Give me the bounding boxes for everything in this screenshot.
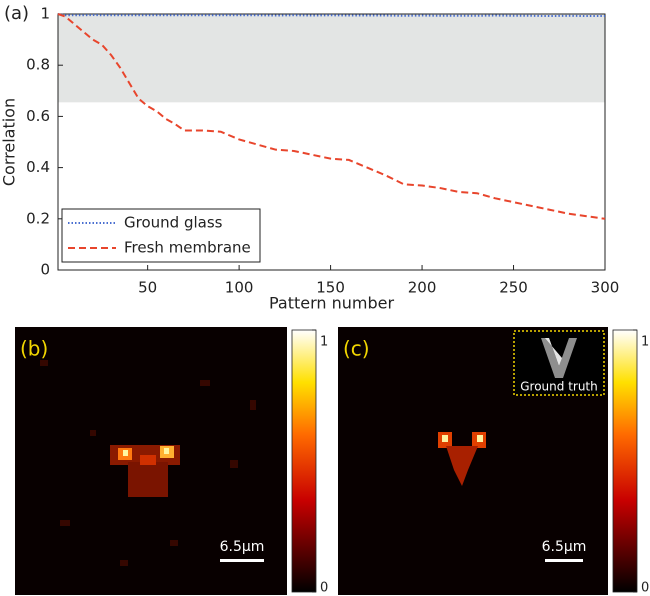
series-line: [57, 13, 606, 220]
panel-label: (b): [20, 337, 48, 361]
colorbar-tick-label: 1: [320, 335, 328, 350]
y-tick-label: 0.8: [26, 56, 50, 74]
colorbar: [291, 329, 317, 593]
x-tick-label: 50: [138, 279, 157, 297]
y-tick-label: 0.4: [26, 158, 50, 176]
series-line: [57, 13, 605, 18]
shaded-region: [58, 14, 605, 103]
image-b: [15, 327, 287, 595]
panel-label: (c): [343, 337, 370, 361]
inset-label: Ground truth: [520, 380, 598, 394]
x-tick-label: 100: [225, 279, 254, 297]
y-tick-label: 0.6: [26, 107, 50, 125]
colorbar-tick-label: 0: [320, 581, 328, 596]
colorbar-tick-label: 0: [641, 581, 649, 596]
colorbar-tick-label: 1: [641, 335, 649, 350]
x-axis-label: Pattern number: [269, 294, 395, 313]
x-tick-label: 300: [591, 279, 620, 297]
x-tick-label: 200: [408, 279, 437, 297]
scalebar-label: 6.5μm: [220, 539, 265, 555]
y-tick-label: 0: [40, 261, 50, 279]
scalebar-label: 6.5μm: [542, 539, 587, 555]
plot-frame: [57, 13, 606, 271]
colorbar: [612, 329, 638, 593]
y-axis-label: Correlation: [0, 98, 19, 186]
panel-annotations: (b) 6.5μm 0 1 (c) 6.5μm Ground truth 0 1: [20, 329, 649, 596]
legend-label: Fresh membrane: [124, 239, 251, 257]
legend-label: Ground glass: [124, 214, 223, 232]
image-c: [338, 327, 608, 595]
panel-label: (a): [4, 3, 29, 24]
x-tick-label: 250: [499, 279, 528, 297]
y-tick-label: 0.2: [26, 209, 50, 227]
legend-box: [61, 208, 261, 263]
x-tick-label: 150: [316, 279, 345, 297]
y-tick-label: 1: [40, 5, 50, 23]
